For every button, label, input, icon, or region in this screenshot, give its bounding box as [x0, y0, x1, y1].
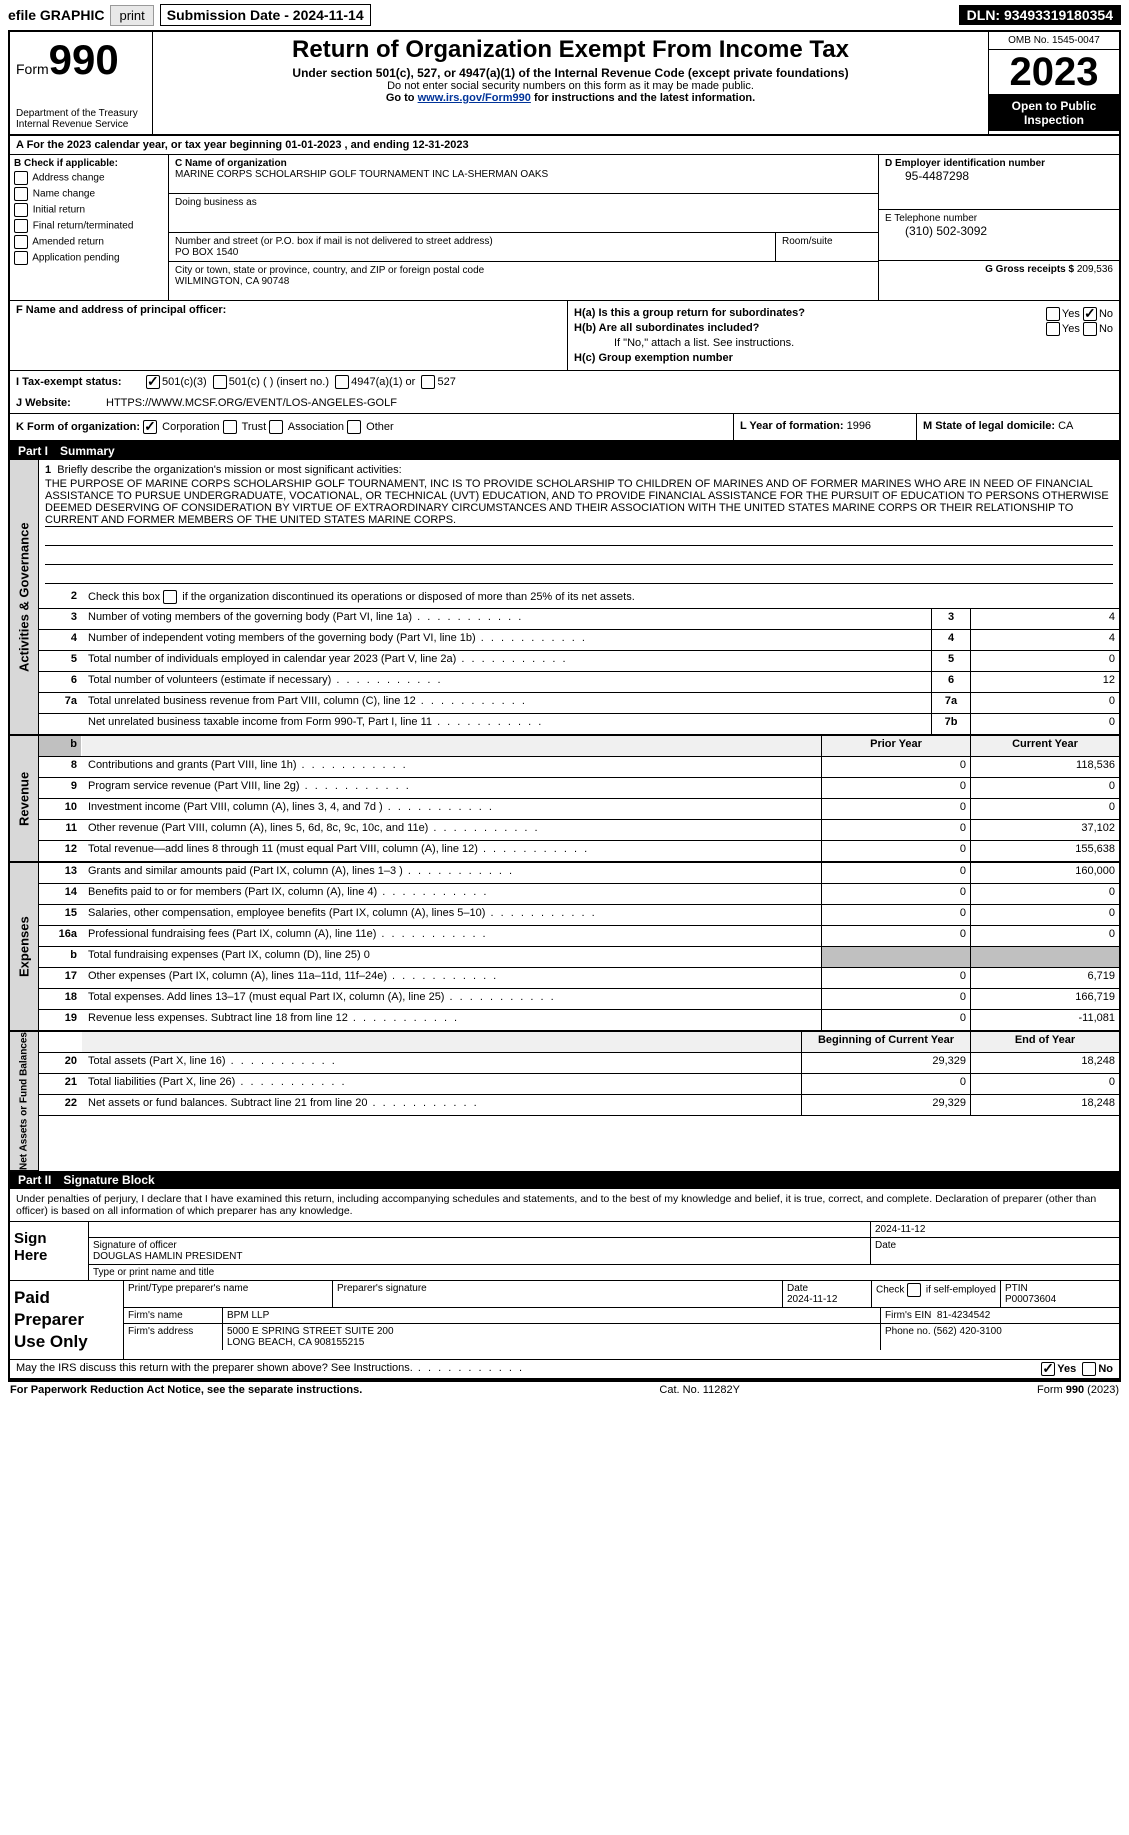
expense-line-18: 18Total expenses. Add lines 13–17 (must … [39, 989, 1119, 1010]
paid-preparer-block: Paid Preparer Use Only Print/Type prepar… [10, 1281, 1119, 1360]
perjury-declaration: Under penalties of perjury, I declare th… [10, 1189, 1119, 1222]
ein-phone-box: D Employer identification number 95-4487… [879, 155, 1119, 300]
vert-expenses: Expenses [10, 863, 38, 1031]
vert-revenue: Revenue [10, 736, 38, 862]
tax-exempt-status: I Tax-exempt status: 501(c)(3) 501(c) ( … [10, 371, 1119, 393]
efile-label: efile GRAPHIC [8, 7, 104, 23]
part2-header: Part II Signature Block [10, 1171, 1119, 1189]
year-box: OMB No. 1545-0047 2023 Open to Public In… [988, 32, 1119, 134]
assets-header: Beginning of Current Year End of Year [39, 1032, 1119, 1053]
vert-netassets: Net Assets or Fund Balances [10, 1032, 38, 1171]
revenue-line-11: 11Other revenue (Part VIII, column (A), … [39, 820, 1119, 841]
part1-header: Part I Summary [10, 442, 1119, 460]
irs-link[interactable]: www.irs.gov/Form990 [418, 92, 531, 104]
expense-line-b: bTotal fundraising expenses (Part IX, co… [39, 947, 1119, 968]
form-id-box: Form990 Department of the Treasury Inter… [10, 32, 153, 134]
irs-discuss-row: May the IRS discuss this return with the… [10, 1360, 1119, 1380]
line-4: 4Number of independent voting members of… [39, 630, 1119, 651]
dln-label: DLN: 93493319180354 [959, 5, 1121, 25]
cat-no: Cat. No. 11282Y [659, 1384, 740, 1396]
expense-line-13: 13Grants and similar amounts paid (Part … [39, 863, 1119, 884]
expense-line-16a: 16aProfessional fundraising fees (Part I… [39, 926, 1119, 947]
form-footer: Form 990 (2023) [1037, 1384, 1119, 1396]
sign-here-block: Sign Here 2024-11-12 Signature of office… [10, 1222, 1119, 1281]
website-row: J Website: HTTPS://WWW.MCSF.ORG/EVENT/LO… [10, 393, 1119, 414]
revenue-line-8: 8Contributions and grants (Part VIII, li… [39, 757, 1119, 778]
asset-line-20: 20Total assets (Part X, line 16)29,32918… [39, 1053, 1119, 1074]
vert-activities: Activities & Governance [10, 460, 38, 735]
print-button[interactable]: print [110, 5, 153, 26]
expense-line-17: 17Other expenses (Part IX, column (A), l… [39, 968, 1119, 989]
form-title-box: Return of Organization Exempt From Incom… [153, 32, 988, 134]
revenue-line-9: 9Program service revenue (Part VIII, lin… [39, 778, 1119, 799]
line-7a: 7aTotal unrelated business revenue from … [39, 693, 1119, 714]
submission-date: Submission Date - 2024-11-14 [160, 4, 371, 26]
expense-line-14: 14Benefits paid to or for members (Part … [39, 884, 1119, 905]
mission-block: 1 Briefly describe the organization's mi… [39, 460, 1119, 588]
group-return: H(a) Is this a group return for subordin… [568, 301, 1119, 370]
line-7b: Net unrelated business taxable income fr… [39, 714, 1119, 735]
form-org-row: K Form of organization: Corporation Trus… [10, 414, 1119, 442]
check-if-applicable: B Check if applicable: Address change Na… [10, 155, 169, 300]
line-6: 6Total number of volunteers (estimate if… [39, 672, 1119, 693]
asset-line-22: 22Net assets or fund balances. Subtract … [39, 1095, 1119, 1116]
asset-line-21: 21Total liabilities (Part X, line 26)00 [39, 1074, 1119, 1095]
line-2: 2 Check this box if the organization dis… [39, 588, 1119, 609]
expense-line-19: 19Revenue less expenses. Subtract line 1… [39, 1010, 1119, 1031]
principal-officer: F Name and address of principal officer: [10, 301, 568, 370]
revenue-line-12: 12Total revenue—add lines 8 through 11 (… [39, 841, 1119, 862]
revenue-header: b Prior Year Current Year [39, 736, 1119, 757]
paperwork-notice: For Paperwork Reduction Act Notice, see … [10, 1384, 362, 1396]
org-info: C Name of organization MARINE CORPS SCHO… [169, 155, 879, 300]
line-3: 3Number of voting members of the governi… [39, 609, 1119, 630]
line-5: 5Total number of individuals employed in… [39, 651, 1119, 672]
tax-year-row: A For the 2023 calendar year, or tax yea… [10, 136, 1119, 155]
expense-line-15: 15Salaries, other compensation, employee… [39, 905, 1119, 926]
revenue-line-10: 10Investment income (Part VIII, column (… [39, 799, 1119, 820]
